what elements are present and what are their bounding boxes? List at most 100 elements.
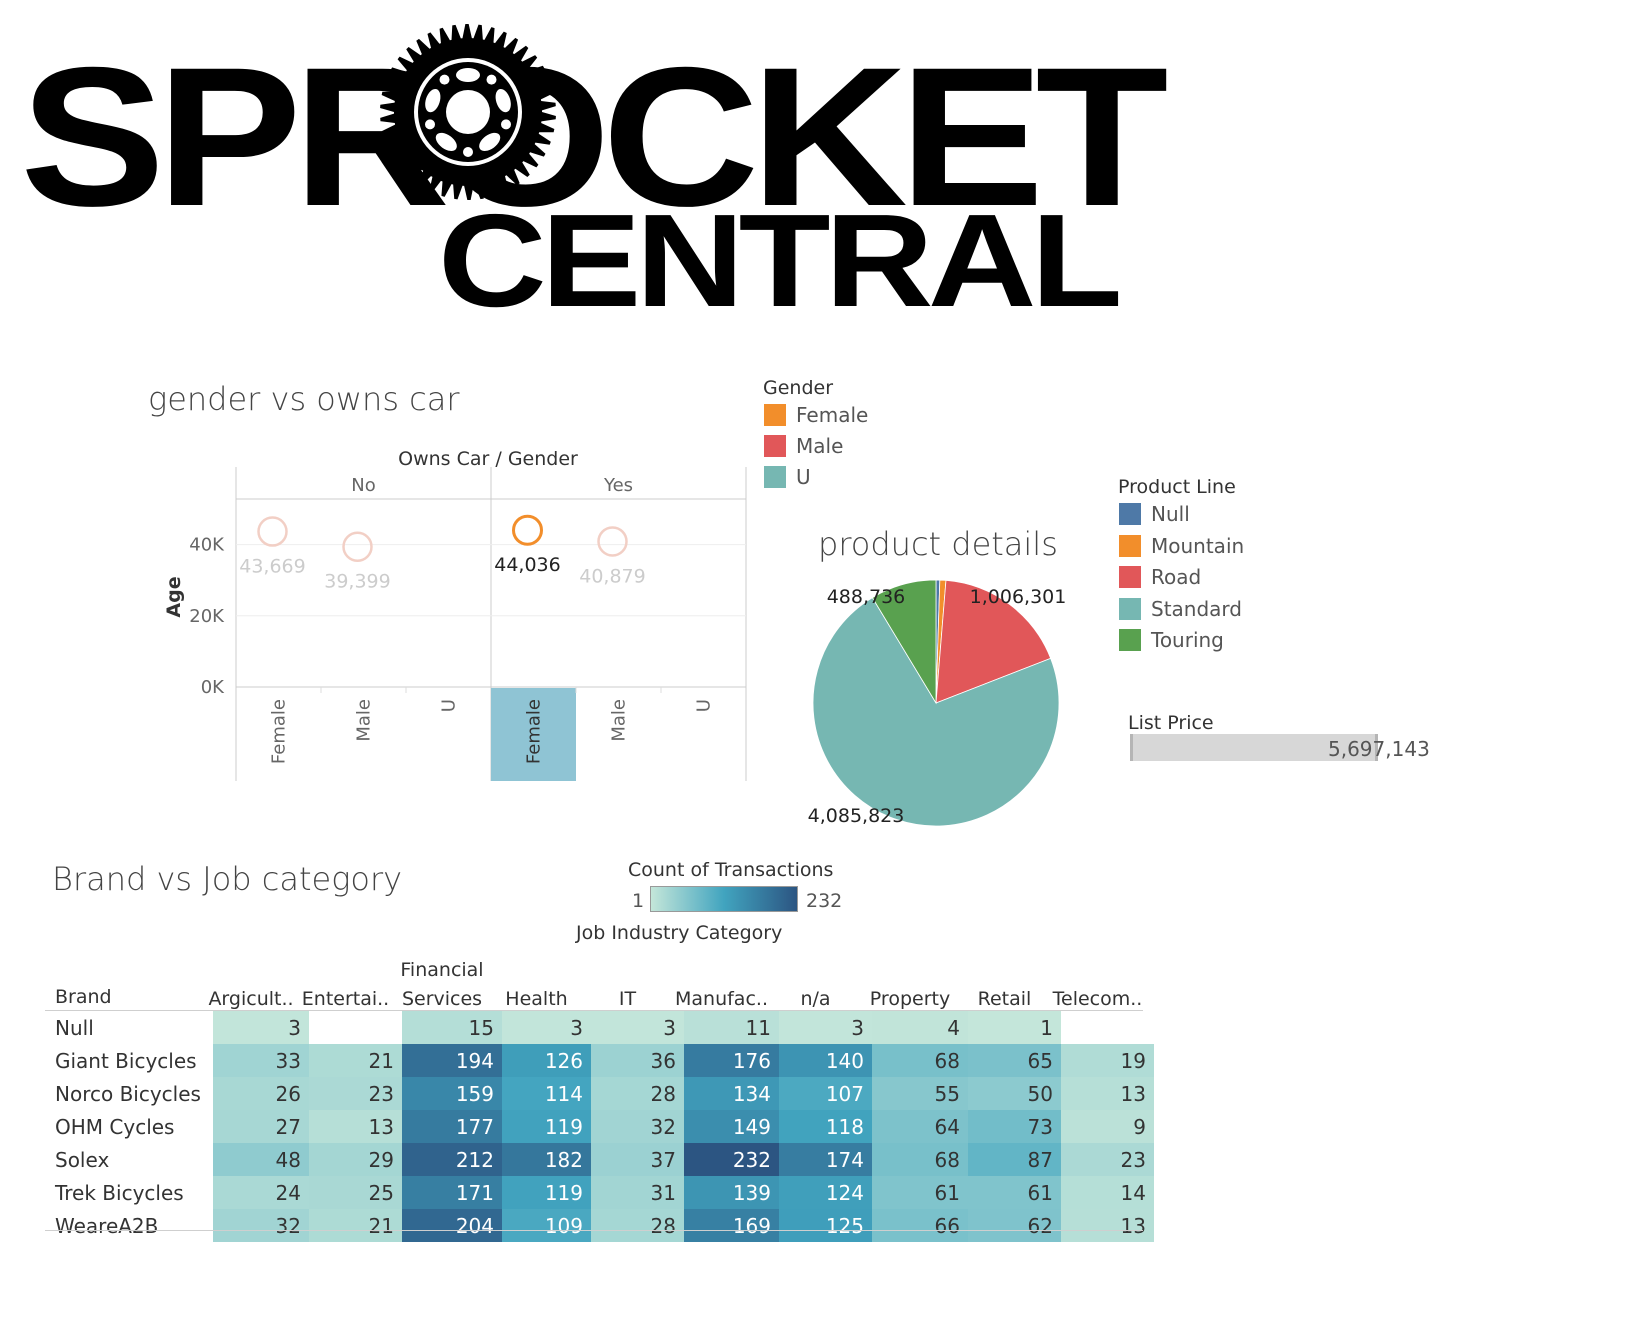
heatmap-cell[interactable]: 171 <box>402 1176 502 1209</box>
heatmap-cell[interactable]: 66 <box>872 1209 968 1242</box>
heatmap-row: Null 3 15 3 3 11 3 4 1 <box>45 1011 1154 1044</box>
heatmap-cell[interactable] <box>309 1011 402 1044</box>
heatmap-cell[interactable]: 9 <box>1061 1110 1154 1143</box>
heatmap-title: Brand vs Job category <box>52 860 403 898</box>
heatmap-cell[interactable]: 61 <box>968 1176 1061 1209</box>
heatmap-cell[interactable]: 31 <box>591 1176 684 1209</box>
heatmap-cell[interactable]: 140 <box>779 1044 872 1077</box>
heatmap-cell[interactable]: 48 <box>213 1143 309 1176</box>
heatmap-cell[interactable]: 27 <box>213 1110 309 1143</box>
heatmap-col-header-line: Financial <box>400 959 484 981</box>
product-legend-swatch <box>1119 629 1141 651</box>
heatmap-cell[interactable]: 159 <box>402 1077 502 1110</box>
heatmap-cell[interactable]: 212 <box>402 1143 502 1176</box>
heatmap-cell[interactable]: 139 <box>684 1176 779 1209</box>
gender-legend-item-male[interactable]: Male <box>764 434 843 458</box>
heatmap-cell[interactable]: 36 <box>591 1044 684 1077</box>
heatmap-cell[interactable]: 65 <box>968 1044 1061 1077</box>
pie-slice-standard <box>812 597 1060 827</box>
heatmap-cell[interactable]: 28 <box>591 1209 684 1242</box>
heatmap-cell[interactable]: 68 <box>872 1143 968 1176</box>
heatmap-cell[interactable]: 28 <box>591 1077 684 1110</box>
heatmap-cell[interactable]: 176 <box>684 1044 779 1077</box>
heatmap-cell[interactable]: 21 <box>309 1209 402 1242</box>
heatmap-cell[interactable]: 26 <box>213 1077 309 1110</box>
heatmap-cell[interactable]: 33 <box>213 1044 309 1077</box>
heatmap-cell[interactable]: 64 <box>872 1110 968 1143</box>
heatmap-cell[interactable]: 24 <box>213 1176 309 1209</box>
heatmap-cell[interactable]: 25 <box>309 1176 402 1209</box>
heatmap-cell[interactable]: 32 <box>213 1209 309 1242</box>
heatmap-cell[interactable]: 118 <box>779 1110 872 1143</box>
heatmap-cell[interactable]: 114 <box>502 1077 591 1110</box>
heatmap-cell[interactable]: 169 <box>684 1209 779 1242</box>
heatmap-cell[interactable]: 29 <box>309 1143 402 1176</box>
heatmap-cell[interactable]: 14 <box>1061 1176 1154 1209</box>
heatmap-cell[interactable]: 23 <box>1061 1143 1154 1176</box>
heatmap-cell[interactable]: 107 <box>779 1077 872 1110</box>
heatmap-cell[interactable]: 62 <box>968 1209 1061 1242</box>
heatmap-cell[interactable]: 1 <box>968 1011 1061 1044</box>
heatmap-cell[interactable]: 19 <box>1061 1044 1154 1077</box>
heatmap-cell[interactable]: 204 <box>402 1209 502 1242</box>
heatmap-cell[interactable]: 4 <box>872 1011 968 1044</box>
scatter-point-yes-male <box>597 526 628 557</box>
heatmap-cell[interactable]: 21 <box>309 1044 402 1077</box>
heatmap-cell[interactable]: 55 <box>872 1077 968 1110</box>
heatmap-cell[interactable]: 13 <box>1061 1077 1154 1110</box>
heatmap-cell[interactable]: 177 <box>402 1110 502 1143</box>
heatmap-cell[interactable]: 174 <box>779 1143 872 1176</box>
scatter-point-label: 40,879 <box>579 565 645 587</box>
pie-chart[interactable]: 1,006,301 4,085,823 488,736 <box>800 570 1090 860</box>
pie-title: product details <box>818 525 1058 563</box>
gender-legend-item-female[interactable]: Female <box>764 403 868 427</box>
product-legend-item-null[interactable]: Null <box>1119 502 1190 526</box>
heatmap-cell[interactable]: 119 <box>502 1176 591 1209</box>
heatmap-cell[interactable]: 32 <box>591 1110 684 1143</box>
heatmap-cell[interactable]: 124 <box>779 1176 872 1209</box>
heatmap-cell[interactable]: 23 <box>309 1077 402 1110</box>
heatmap-cell[interactable]: 3 <box>779 1011 872 1044</box>
pie-slice-road <box>935 579 1052 704</box>
product-legend-item-road[interactable]: Road <box>1119 565 1201 589</box>
heatmap-table: Null 3 15 3 3 11 3 4 1 Giant Bicycles 33 21 194 126 36… <box>45 1011 1154 1242</box>
heatmap-cell[interactable]: 126 <box>502 1044 591 1077</box>
heatmap-cell[interactable]: 11 <box>684 1011 779 1044</box>
heatmap-cell[interactable]: 125 <box>779 1209 872 1242</box>
heatmap-cell[interactable]: 50 <box>968 1077 1061 1110</box>
heatmap-cell[interactable]: 109 <box>502 1209 591 1242</box>
heatmap-cell[interactable]: 3 <box>502 1011 591 1044</box>
heatmap-row: Trek Bicycles 24 25 171 119 31 139 124 61 61 14 <box>45 1176 1154 1209</box>
heatmap-col-header-line: Services <box>401 987 483 1010</box>
product-legend-item-mountain[interactable]: Mountain <box>1119 534 1244 558</box>
heatmap-cell[interactable]: 119 <box>502 1110 591 1143</box>
scatter-ytick-label: 20K <box>189 606 225 627</box>
product-legend-label: Mountain <box>1151 533 1245 558</box>
pie-slice-label-touring: 488,736 <box>827 586 906 608</box>
heatmap-cell[interactable]: 61 <box>872 1176 968 1209</box>
scatter-header: Owns Car / Gender <box>398 448 578 470</box>
heatmap-cell[interactable] <box>1061 1011 1154 1044</box>
heatmap-cell[interactable]: 37 <box>591 1143 684 1176</box>
pie-slice-label-standard: 4,085,823 <box>808 805 905 827</box>
heatmap-cell[interactable]: 15 <box>402 1011 502 1044</box>
heatmap-cell[interactable]: 68 <box>872 1044 968 1077</box>
heatmap-cell[interactable]: 3 <box>213 1011 309 1044</box>
gender-legend-swatch <box>764 466 786 488</box>
heatmap-cell[interactable]: 149 <box>684 1110 779 1143</box>
list-price-bar <box>1130 734 1378 761</box>
heatmap-cell[interactable]: 194 <box>402 1044 502 1077</box>
product-legend-item-standard[interactable]: Standard <box>1119 597 1242 621</box>
heatmap-cell[interactable]: 13 <box>1061 1209 1154 1242</box>
heatmap-cell[interactable]: 134 <box>684 1077 779 1110</box>
heatmap-cell[interactable]: 87 <box>968 1143 1061 1176</box>
gender-legend-item-u[interactable]: U <box>764 465 811 489</box>
gender-legend-swatch <box>764 404 786 426</box>
heatmap-cell[interactable]: 182 <box>502 1143 591 1176</box>
heatmap-cell[interactable]: 232 <box>684 1143 779 1176</box>
product-legend-item-touring[interactable]: Touring <box>1119 628 1224 652</box>
heatmap-cell[interactable]: 3 <box>591 1011 684 1044</box>
heatmap-cell[interactable]: 73 <box>968 1110 1061 1143</box>
heatmap-cell[interactable]: 13 <box>309 1110 402 1143</box>
scatter-chart[interactable]: Owns Car / Gender Age No Yes 40K 20K 0K Femal… <box>150 435 770 835</box>
